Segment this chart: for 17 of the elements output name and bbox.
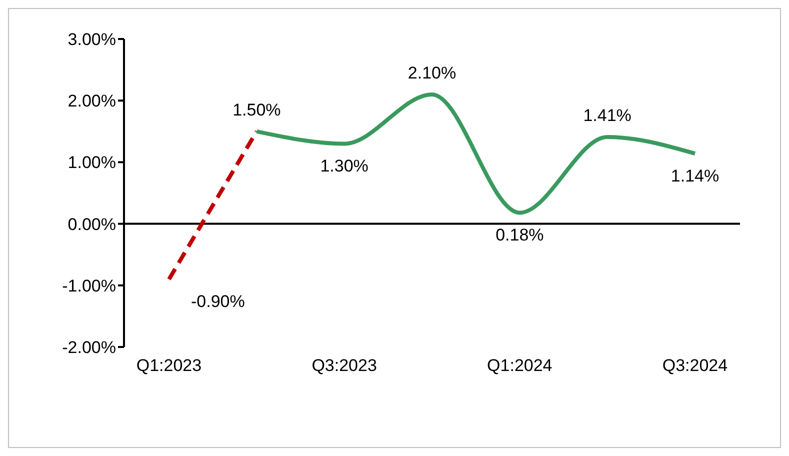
y-tick-label: 0.00% (68, 214, 116, 234)
y-tick-label: 2.00% (68, 92, 116, 111)
data-label: 1.41% (583, 106, 632, 125)
data-label: -0.90% (191, 292, 245, 312)
x-tick-label: Q3:2023 (312, 356, 377, 376)
y-tick-label: 1.00% (68, 153, 116, 172)
data-label: 0.18% (496, 226, 544, 245)
data-label: 2.10% (408, 63, 456, 82)
y-tick-label: -1.00% (62, 276, 116, 296)
x-tick-label: Q3:2024 (662, 356, 728, 376)
y-tick-label: 3.00% (68, 30, 116, 50)
data-label: 1.50% (232, 100, 281, 120)
data-label: 1.30% (320, 156, 368, 176)
x-tick-label: Q1:2024 (487, 356, 552, 376)
x-tick-label: Q1:2023 (136, 356, 202, 376)
data-label: 1.14% (670, 166, 720, 186)
y-tick-label: -2.00% (62, 338, 116, 358)
